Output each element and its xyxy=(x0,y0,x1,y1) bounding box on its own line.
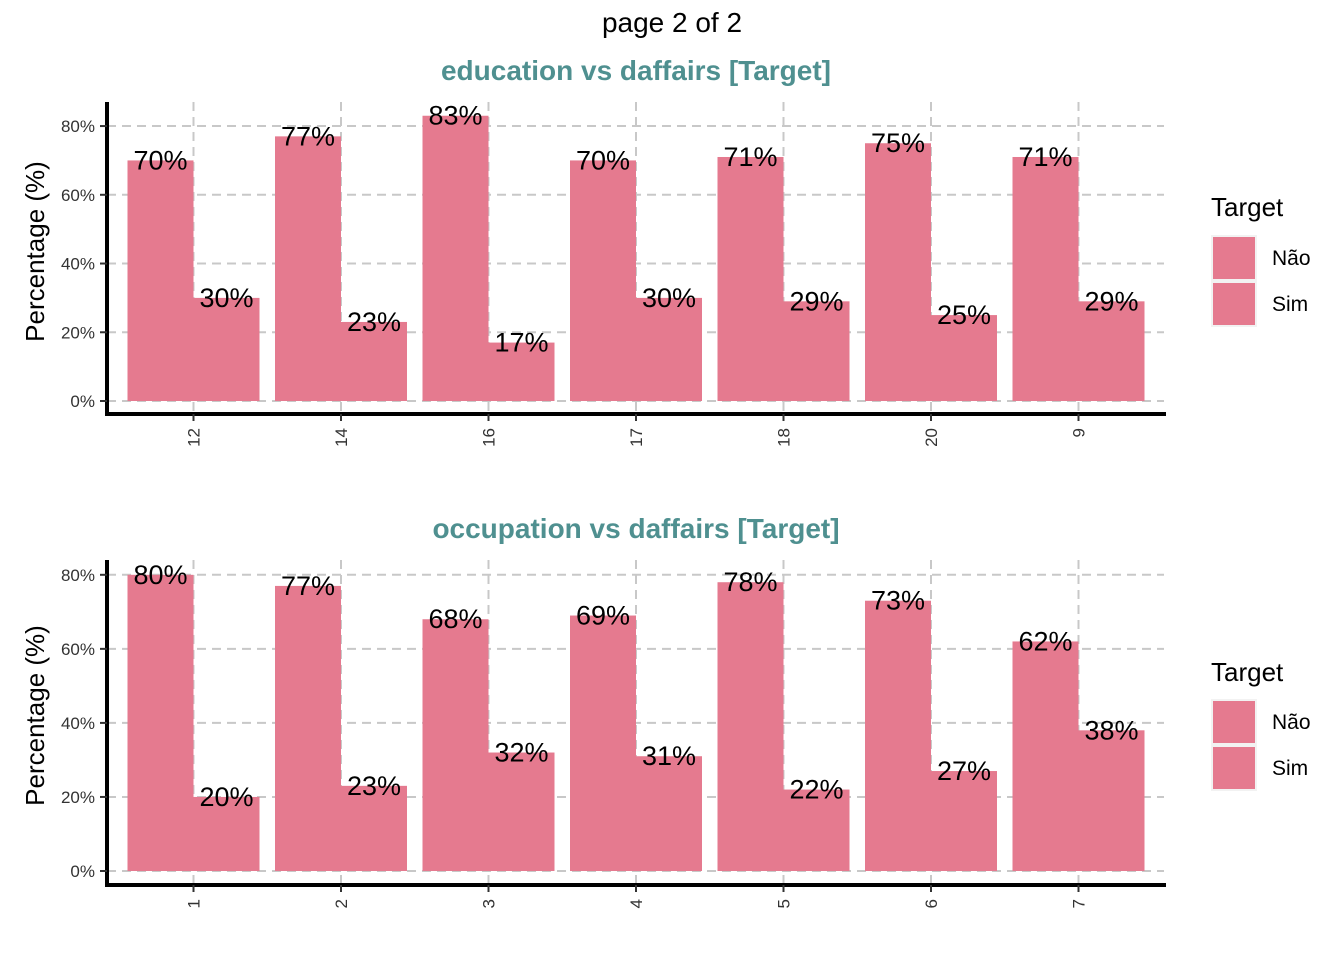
data-label: 69% xyxy=(576,601,630,631)
y-tick-label: 80% xyxy=(61,117,95,136)
data-label: 20% xyxy=(199,782,253,812)
data-label: 27% xyxy=(937,756,991,786)
legend-label: Sim xyxy=(1272,293,1308,316)
legend-label: Não xyxy=(1272,247,1311,270)
legend-label: Sim xyxy=(1272,757,1308,780)
data-label: 68% xyxy=(428,604,482,634)
y-tick-label: 40% xyxy=(61,714,95,733)
bar-sim-14 xyxy=(341,321,407,401)
y-tick-label: 40% xyxy=(61,255,95,274)
x-tick-label: 17 xyxy=(627,428,646,447)
bar-no-14 xyxy=(275,136,341,402)
x-tick-label: 14 xyxy=(332,428,351,447)
x-tick-label: 12 xyxy=(185,428,204,447)
y-tick-label: 20% xyxy=(61,323,95,342)
data-label: 83% xyxy=(428,101,482,131)
bar-sim-5 xyxy=(783,789,850,871)
bar-no-16 xyxy=(422,115,489,401)
x-tick-label: 18 xyxy=(775,428,794,447)
data-label: 25% xyxy=(937,300,991,330)
bar-no-5 xyxy=(717,582,784,871)
y-tick-label: 60% xyxy=(61,186,95,205)
data-label: 22% xyxy=(789,775,843,805)
data-label: 77% xyxy=(281,121,335,151)
bar-sim-18 xyxy=(783,301,850,401)
x-tick-label: 6 xyxy=(922,899,941,908)
bar-no-9 xyxy=(1012,156,1079,401)
bar-sim-3 xyxy=(488,752,555,871)
bar-no-6 xyxy=(865,600,931,871)
bar-sim-16 xyxy=(488,342,555,401)
bar-sim-1 xyxy=(193,796,260,871)
y-axis-label: Percentage (%) xyxy=(20,625,50,806)
data-label: 23% xyxy=(347,307,401,337)
bar-no-3 xyxy=(422,619,489,871)
bar-no-17 xyxy=(570,160,636,401)
x-tick-label: 1 xyxy=(185,899,204,908)
data-label: 73% xyxy=(871,586,925,616)
bar-sim-17 xyxy=(636,297,702,401)
data-label: 29% xyxy=(789,286,843,316)
bar-no-12 xyxy=(127,160,194,401)
legend-swatch-no xyxy=(1211,235,1257,281)
data-label: 30% xyxy=(642,283,696,313)
bar-sim-2 xyxy=(341,785,407,871)
data-label: 77% xyxy=(281,571,335,601)
data-label: 71% xyxy=(1018,142,1072,172)
data-label: 30% xyxy=(199,283,253,313)
y-tick-label: 60% xyxy=(61,640,95,659)
data-label: 80% xyxy=(133,560,187,590)
data-label: 29% xyxy=(1084,286,1138,316)
y-tick-label: 0% xyxy=(70,392,95,411)
bar-no-1 xyxy=(127,574,194,871)
bar-sim-9 xyxy=(1078,301,1145,401)
bar-sim-20 xyxy=(931,315,997,401)
bar-sim-12 xyxy=(193,297,260,401)
bar-no-7 xyxy=(1012,641,1079,871)
x-tick-label: 2 xyxy=(332,899,351,908)
bar-no-2 xyxy=(275,585,341,871)
legend-swatch-sim xyxy=(1211,281,1257,327)
education-chart: education vs daffairs [Target] 70% 77% 83% 7… xyxy=(20,55,1311,447)
x-tick-label: 3 xyxy=(480,899,499,908)
x-tick-label: 16 xyxy=(480,428,499,447)
page-title: page 2 of 2 xyxy=(602,7,742,38)
data-label: 62% xyxy=(1018,626,1072,656)
bar-no-4 xyxy=(570,615,636,871)
y-tick-label: 80% xyxy=(61,566,95,585)
bar-no-18 xyxy=(717,156,784,401)
x-tick-label: 5 xyxy=(775,899,794,908)
legend-title: Target xyxy=(1211,192,1284,222)
data-label: 71% xyxy=(723,142,777,172)
x-tick-label: 20 xyxy=(922,428,941,447)
legend-title: Target xyxy=(1211,657,1284,687)
data-label: 32% xyxy=(494,738,548,768)
data-label: 31% xyxy=(642,741,696,771)
bar-sim-6 xyxy=(931,771,997,871)
occupation-chart: occupation vs daffairs [Target] 80% 77% 68%… xyxy=(20,513,1311,908)
data-label: 23% xyxy=(347,771,401,801)
y-tick-label: 0% xyxy=(70,862,95,881)
data-label: 70% xyxy=(133,145,187,175)
bar-sim-4 xyxy=(636,756,702,871)
data-label: 17% xyxy=(494,328,548,358)
x-tick-label: 4 xyxy=(627,899,646,908)
data-label: 75% xyxy=(871,128,925,158)
data-label: 78% xyxy=(723,567,777,597)
legend-label: Não xyxy=(1272,711,1311,734)
x-tick-label: 9 xyxy=(1070,428,1089,437)
chart-title: occupation vs daffairs [Target] xyxy=(432,513,839,544)
data-label: 38% xyxy=(1084,715,1138,745)
x-tick-label: 7 xyxy=(1070,899,1089,908)
y-tick-label: 20% xyxy=(61,788,95,807)
legend-swatch-sim xyxy=(1211,745,1257,791)
chart-title: education vs daffairs [Target] xyxy=(441,55,831,86)
bar-sim-7 xyxy=(1078,730,1145,871)
bar-no-20 xyxy=(865,143,931,401)
y-axis-label: Percentage (%) xyxy=(20,161,50,342)
data-label: 70% xyxy=(576,145,630,175)
legend-swatch-no xyxy=(1211,699,1257,745)
